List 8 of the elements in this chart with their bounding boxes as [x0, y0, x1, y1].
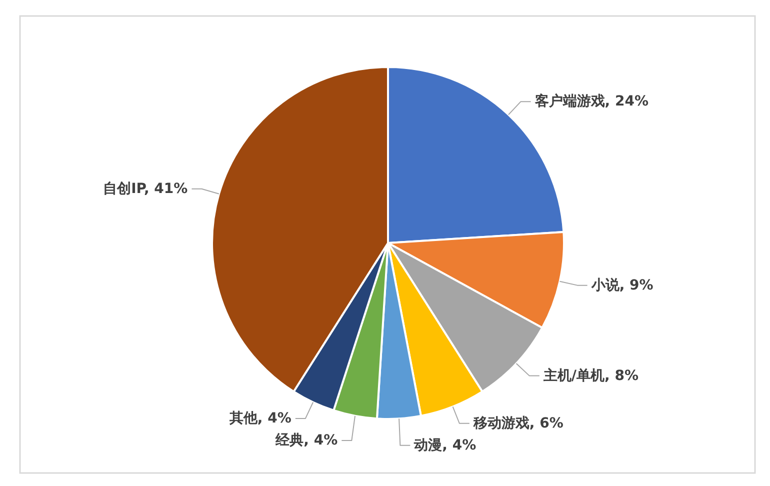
slice-label: 客户端游戏, 24% — [534, 92, 649, 110]
slice-label: 主机/单机, 8% — [542, 366, 638, 384]
slice-label: 自创IP, 41% — [103, 180, 188, 197]
slice-label: 移动游戏, 6% — [472, 415, 564, 432]
slice-label: 小说, 9% — [590, 277, 654, 294]
slice-label: 经典, 4% — [274, 432, 338, 449]
slice-label: 其他, 4% — [228, 410, 292, 427]
slice-label: 动漫, 4% — [413, 437, 476, 454]
